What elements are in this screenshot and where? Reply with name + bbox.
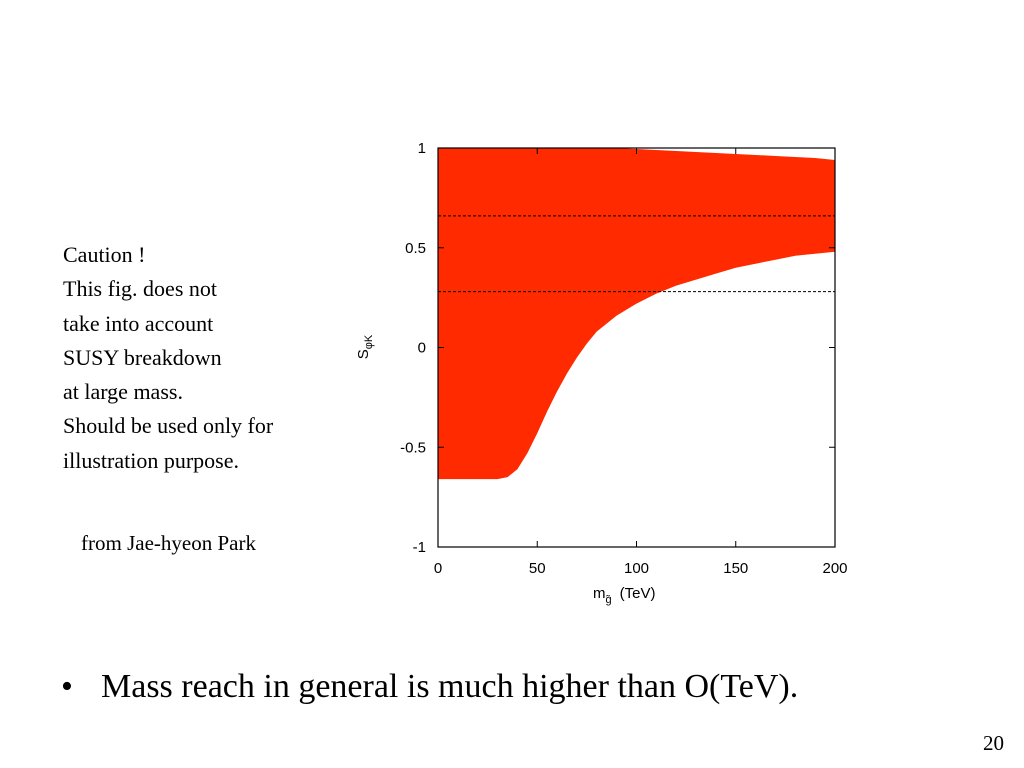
x-tick-label: 100 xyxy=(624,560,649,577)
y-tick-label: -1 xyxy=(413,539,426,556)
bullet-item: • Mass reach in general is much higher th… xyxy=(61,668,798,706)
x-axis-label: mg̃ (TeV) xyxy=(593,585,655,606)
bullet-text: Mass reach in general is much higher tha… xyxy=(101,668,799,705)
x-tick-label: 0 xyxy=(434,560,442,577)
page-number: 20 xyxy=(983,731,1004,755)
reference-lines xyxy=(438,215,835,293)
y-tick-label: -0.5 xyxy=(400,439,426,456)
y-tick-label: 0.5 xyxy=(405,240,426,257)
caution-line: illustration purpose. xyxy=(63,447,239,473)
caution-line: take into account xyxy=(63,310,214,336)
ticks: 0 50 100 150 200 -1 -0.5 0 0.5 1 xyxy=(400,140,847,577)
caution-note: Caution ! This fig. does not take into a… xyxy=(63,238,273,478)
caution-line: SUSY breakdown xyxy=(63,344,222,370)
chart: 0 50 100 150 200 -1 -0.5 0 0.5 1 SφK mg̃ (TeV) xyxy=(355,140,848,606)
x-tick-label: 150 xyxy=(723,560,748,577)
bullet-marker: • xyxy=(61,668,73,705)
allowed-region-band xyxy=(438,148,835,480)
y-tick-label: 0 xyxy=(418,340,426,357)
y-axis-label: SφK xyxy=(355,334,375,359)
caution-line: Caution ! xyxy=(63,242,146,267)
figure-credit: from Jae-hyeon Park xyxy=(81,531,256,555)
caution-line: This fig. does not xyxy=(63,276,217,302)
y-tick-label: 1 xyxy=(418,140,426,157)
caution-line: at large mass. xyxy=(63,379,183,405)
caution-line: Should be used only for xyxy=(63,413,274,439)
x-tick-label: 50 xyxy=(529,560,546,577)
area-layer xyxy=(438,148,835,480)
x-tick-label: 200 xyxy=(822,560,847,577)
